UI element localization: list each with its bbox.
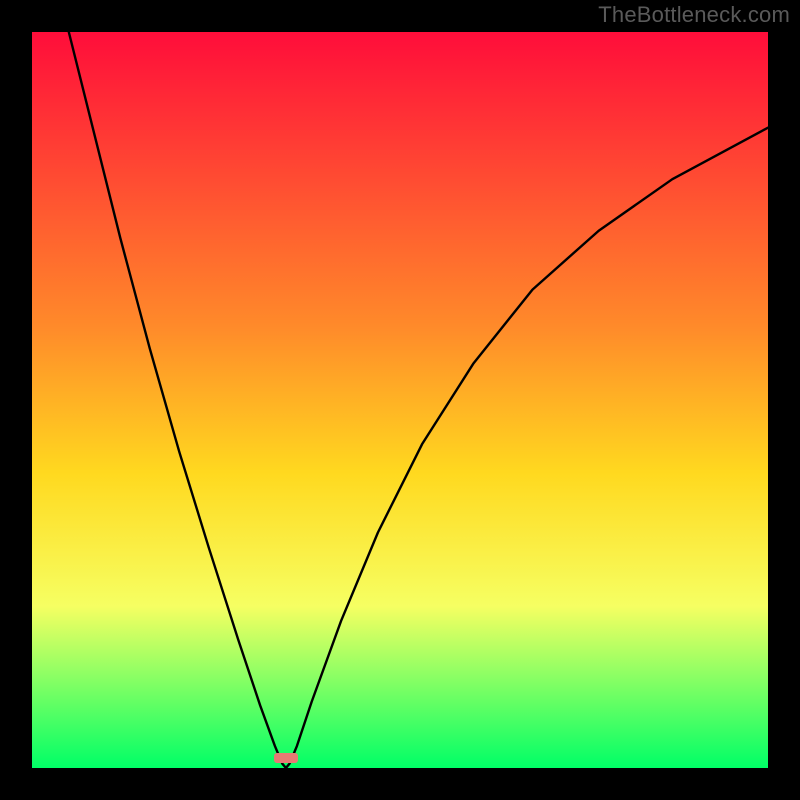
watermark-text: TheBottleneck.com	[598, 2, 790, 28]
minimum-marker	[274, 753, 298, 763]
plot-gradient-area	[32, 32, 768, 768]
